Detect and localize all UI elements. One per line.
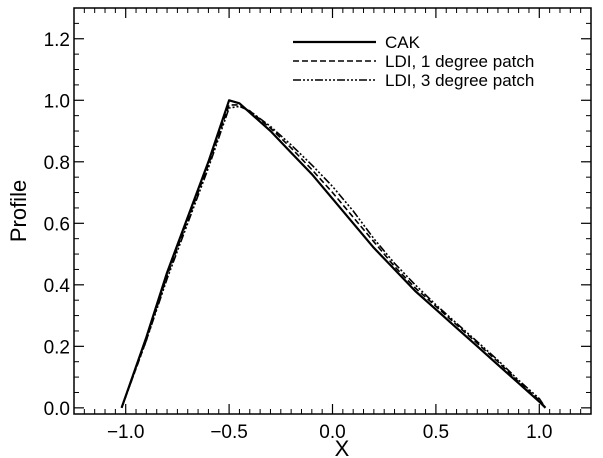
- legend-label-1: CAK: [385, 33, 421, 52]
- series-line-1: [120, 99, 547, 409]
- series-line-3: [120, 105, 547, 409]
- x-tick-label: 0.0: [319, 422, 345, 443]
- series-layer: [120, 99, 547, 409]
- y-tick-label: 0.0: [44, 399, 70, 420]
- series-line-2: [120, 104, 547, 409]
- legend-label-2: LDI, 1 degree patch: [385, 52, 534, 71]
- tick-labels: −1.0 −0.5 0.0 0.5 1.0 0.0 0.2 0.4 0.6 0.8 1.0 1.2: [44, 30, 553, 443]
- y-tick-label: 1.0: [44, 91, 70, 112]
- x-tick-label: −0.5: [210, 422, 248, 443]
- tick-marks: [74, 7, 591, 414]
- x-tick-label: 1.0: [526, 422, 552, 443]
- x-axis-label: X: [335, 436, 350, 458]
- x-tick-label: 0.5: [423, 422, 449, 443]
- y-tick-label: 0.2: [44, 337, 70, 358]
- y-tick-label: 1.2: [44, 30, 70, 51]
- legend-label-3: LDI, 3 degree patch: [385, 71, 534, 90]
- y-axis-label: Profile: [6, 180, 31, 242]
- y-tick-label: 0.8: [44, 153, 70, 174]
- x-tick-label: −1.0: [107, 422, 145, 443]
- y-tick-label: 0.4: [44, 276, 71, 297]
- y-tick-label: 0.6: [44, 214, 70, 235]
